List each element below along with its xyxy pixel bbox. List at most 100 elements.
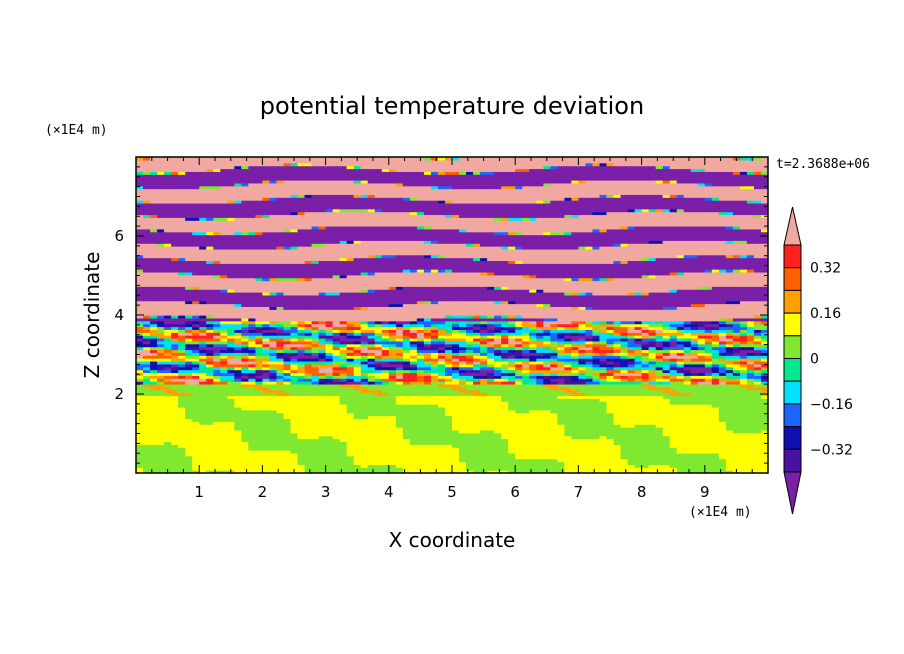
contour-cell xyxy=(220,332,228,336)
contour-cell xyxy=(276,340,285,345)
contour-cell xyxy=(452,429,460,434)
contour-cell xyxy=(157,415,165,420)
contour-cell xyxy=(304,432,313,437)
contour-cell xyxy=(760,404,768,408)
contour-cell xyxy=(613,315,622,319)
contour-cell xyxy=(346,349,355,353)
contour-cell xyxy=(459,418,467,422)
contour-cell xyxy=(599,450,608,454)
contour-cell xyxy=(283,343,292,348)
contour-cell xyxy=(255,427,263,431)
contour-cell xyxy=(241,312,249,316)
contour-cell xyxy=(606,392,615,397)
contour-cell xyxy=(339,398,348,402)
contour-cell xyxy=(437,323,446,328)
contour-cell xyxy=(381,409,390,414)
contour-cell xyxy=(150,343,158,348)
contour-cell xyxy=(515,372,523,376)
contour-cell xyxy=(297,404,306,408)
contour-cell xyxy=(753,455,762,460)
contour-cell xyxy=(234,312,242,316)
contour-cell xyxy=(213,412,221,417)
contour-cell xyxy=(374,418,383,422)
contour-cell xyxy=(473,406,481,411)
contour-cell xyxy=(529,349,537,353)
contour-cell xyxy=(381,323,390,328)
contour-cell xyxy=(662,326,671,330)
contour-cell xyxy=(241,332,249,336)
contour-cell xyxy=(697,369,706,374)
contour-cell xyxy=(234,395,242,399)
contour-cell xyxy=(543,317,551,322)
contour-cell xyxy=(578,470,587,473)
contour-cell xyxy=(480,458,488,463)
contour-cell xyxy=(269,398,278,402)
contour-cell xyxy=(234,386,242,391)
contour-cell xyxy=(318,366,327,371)
contour-cell xyxy=(409,352,418,356)
contour-cell xyxy=(704,329,713,333)
contour-cell xyxy=(437,375,446,379)
contour-cell xyxy=(746,432,755,437)
contour-cell xyxy=(136,332,144,336)
contour-cell xyxy=(374,395,383,399)
contour-cell xyxy=(164,366,172,371)
contour-cell xyxy=(536,343,544,348)
contour-cell xyxy=(297,464,306,468)
contour-cell xyxy=(311,326,320,330)
contour-cell xyxy=(655,447,664,451)
contour-cell xyxy=(157,358,165,362)
contour-cell xyxy=(339,470,348,473)
contour-cell xyxy=(655,326,664,330)
contour-cell xyxy=(501,421,509,425)
contour-cell xyxy=(508,432,516,437)
contour-cell xyxy=(367,326,376,330)
contour-cell xyxy=(318,372,327,376)
contour-cell xyxy=(557,340,565,345)
contour-cell xyxy=(437,464,446,468)
contour-cell xyxy=(648,398,657,402)
contour-cell xyxy=(690,378,699,382)
contour-cell xyxy=(276,332,285,336)
contour-cell xyxy=(487,383,495,388)
contour-cell xyxy=(648,395,657,399)
contour-cell xyxy=(360,432,369,437)
contour-cell xyxy=(283,375,292,379)
contour-cell xyxy=(655,386,664,391)
contour-cell xyxy=(522,401,530,405)
contour-cell xyxy=(318,337,327,342)
contour-cell xyxy=(220,378,228,382)
contour-cell xyxy=(613,383,622,388)
contour-cell xyxy=(143,332,151,336)
contour-cell xyxy=(508,444,516,448)
contour-cell xyxy=(697,461,706,465)
contour-cell xyxy=(346,455,355,460)
contour-cell xyxy=(725,401,734,405)
contour-cell xyxy=(206,450,214,454)
contour-cell xyxy=(480,317,488,322)
contour-cell xyxy=(381,392,390,397)
contour-cell xyxy=(346,363,355,368)
contour-cell xyxy=(199,395,207,399)
contour-cell xyxy=(227,340,235,345)
contour-cell xyxy=(248,335,256,339)
contour-cell xyxy=(620,458,629,463)
contour-cell xyxy=(199,323,207,328)
contour-cell xyxy=(220,467,228,471)
contour-cell xyxy=(248,340,256,345)
contour-cell xyxy=(683,398,692,402)
contour-cell xyxy=(613,424,622,428)
contour-cell xyxy=(487,332,495,336)
contour-cell xyxy=(718,452,727,457)
contour-cell xyxy=(501,435,509,440)
contour-cell xyxy=(290,435,299,440)
contour-cell xyxy=(585,337,594,342)
contour-cell xyxy=(753,424,762,428)
contour-cell xyxy=(437,447,446,451)
contour-cell xyxy=(374,435,383,440)
contour-cell xyxy=(325,366,334,371)
contour-cell xyxy=(346,378,355,382)
contour-cell xyxy=(753,315,762,319)
contour-cell xyxy=(746,358,755,362)
contour-cell xyxy=(543,366,551,371)
